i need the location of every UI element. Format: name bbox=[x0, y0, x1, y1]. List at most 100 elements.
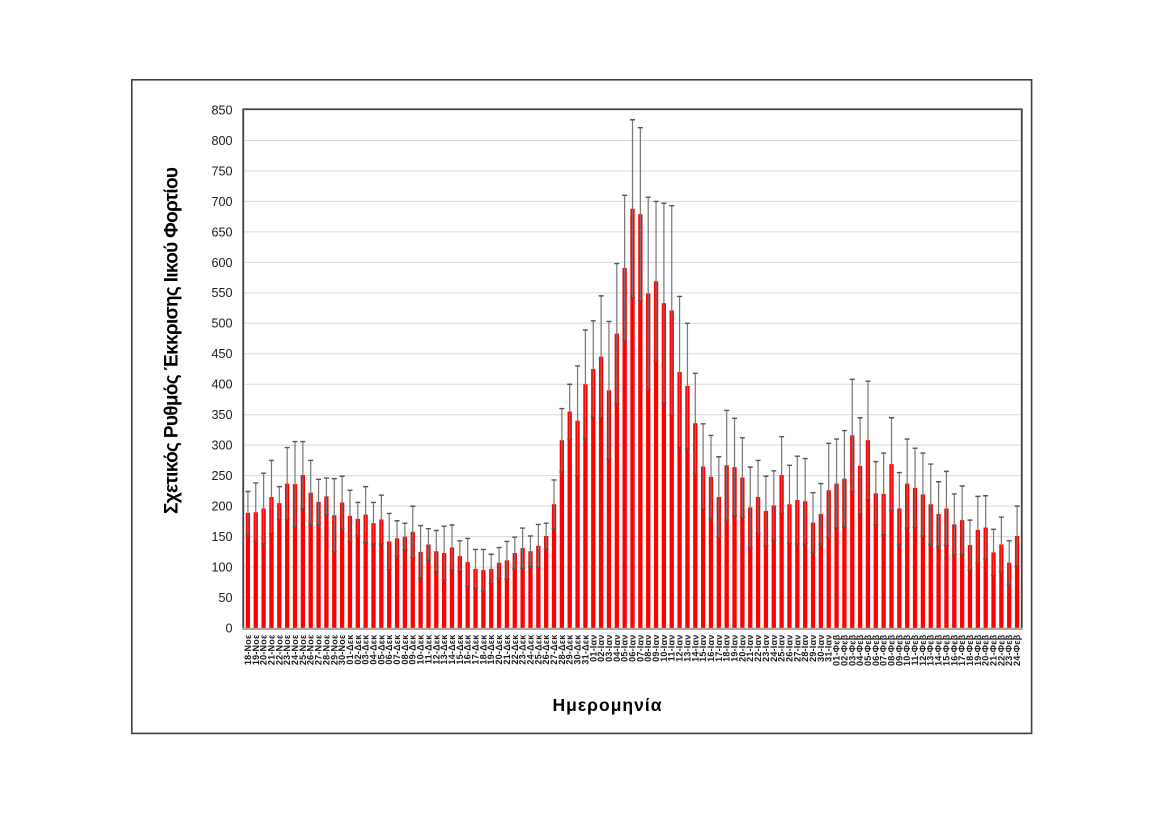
svg-text:100: 100 bbox=[211, 560, 232, 574]
svg-text:600: 600 bbox=[211, 256, 232, 270]
svg-text:850: 850 bbox=[211, 103, 232, 117]
svg-text:10-Ιαν: 10-Ιαν bbox=[659, 635, 669, 662]
svg-text:06-Δεκ: 06-Δεκ bbox=[384, 634, 394, 665]
svg-text:14-Ιαν: 14-Ιαν bbox=[690, 635, 700, 662]
svg-text:02-Φεβ: 02-Φεβ bbox=[839, 634, 849, 666]
svg-text:0: 0 bbox=[225, 621, 232, 635]
svg-text:07-Δεκ: 07-Δεκ bbox=[392, 634, 402, 665]
svg-text:26-Ιαν: 26-Ιαν bbox=[784, 635, 794, 662]
svg-text:18-Νοε: 18-Νοε bbox=[243, 634, 253, 665]
svg-text:13-Ιαν: 13-Ιαν bbox=[682, 635, 692, 662]
svg-text:09-Δεκ: 09-Δεκ bbox=[408, 634, 418, 665]
svg-text:50: 50 bbox=[218, 591, 232, 605]
svg-text:04-Ιαν: 04-Ιαν bbox=[612, 635, 622, 662]
svg-text:14-Φεβ: 14-Φεβ bbox=[934, 634, 944, 666]
svg-text:22-Φεβ: 22-Φεβ bbox=[996, 634, 1006, 666]
svg-text:06-Ιαν: 06-Ιαν bbox=[628, 635, 638, 662]
svg-text:18-Δεκ: 18-Δεκ bbox=[478, 634, 488, 665]
svg-text:28-Ιαν: 28-Ιαν bbox=[800, 635, 810, 662]
svg-text:11-Φεβ: 11-Φεβ bbox=[910, 634, 920, 665]
svg-text:400: 400 bbox=[211, 378, 232, 392]
svg-text:03-Ιαν: 03-Ιαν bbox=[604, 635, 614, 662]
svg-text:12-Φεβ: 12-Φεβ bbox=[918, 634, 928, 666]
svg-text:21-Νοε: 21-Νοε bbox=[266, 634, 276, 665]
svg-text:24-Ιαν: 24-Ιαν bbox=[769, 635, 779, 662]
svg-text:29-Νοε: 29-Νοε bbox=[329, 634, 339, 665]
svg-text:23-Ιαν: 23-Ιαν bbox=[761, 635, 771, 662]
svg-text:200: 200 bbox=[211, 500, 232, 514]
svg-text:21-Ιαν: 21-Ιαν bbox=[745, 635, 755, 662]
svg-text:04-Δεκ: 04-Δεκ bbox=[369, 634, 379, 665]
svg-text:16-Ιαν: 16-Ιαν bbox=[706, 635, 716, 662]
svg-text:05-Φεβ: 05-Φεβ bbox=[863, 634, 873, 666]
svg-text:25-Ιαν: 25-Ιαν bbox=[777, 635, 787, 662]
svg-text:15-Ιαν: 15-Ιαν bbox=[698, 635, 708, 662]
svg-text:27-Νοε: 27-Νοε bbox=[314, 634, 324, 665]
svg-text:10-Φεβ: 10-Φεβ bbox=[902, 634, 912, 666]
svg-text:Ημερομηνία: Ημερομηνία bbox=[553, 695, 662, 715]
svg-text:14-Δεκ: 14-Δεκ bbox=[447, 634, 457, 665]
svg-text:15-Δεκ: 15-Δεκ bbox=[455, 634, 465, 665]
svg-text:17-Δεκ: 17-Δεκ bbox=[471, 634, 481, 665]
svg-text:27-Δεκ: 27-Δεκ bbox=[549, 634, 559, 665]
svg-text:22-Νοε: 22-Νοε bbox=[274, 634, 284, 665]
svg-text:19-Νοε: 19-Νοε bbox=[251, 634, 261, 665]
svg-text:10-Δεκ: 10-Δεκ bbox=[416, 634, 426, 665]
svg-text:22-Ιαν: 22-Ιαν bbox=[753, 635, 763, 662]
svg-text:20-Φεβ: 20-Φεβ bbox=[981, 634, 991, 666]
svg-text:18-Φεβ: 18-Φεβ bbox=[965, 634, 975, 666]
svg-text:16-Φεβ: 16-Φεβ bbox=[949, 634, 959, 666]
svg-text:15-Φεβ: 15-Φεβ bbox=[941, 634, 951, 666]
svg-text:20-Ιαν: 20-Ιαν bbox=[737, 635, 747, 662]
svg-text:23-Δεκ: 23-Δεκ bbox=[518, 634, 528, 665]
svg-text:12-Ιαν: 12-Ιαν bbox=[675, 635, 685, 662]
svg-text:01-Ιαν: 01-Ιαν bbox=[588, 635, 598, 662]
svg-text:23-Νοε: 23-Νοε bbox=[282, 634, 292, 665]
svg-text:25-Δεκ: 25-Δεκ bbox=[533, 634, 543, 665]
svg-text:07-Ιαν: 07-Ιαν bbox=[635, 635, 645, 662]
svg-text:01-Δεκ: 01-Δεκ bbox=[345, 634, 355, 665]
svg-text:28-Νοε: 28-Νοε bbox=[321, 634, 331, 665]
svg-text:29-Ιαν: 29-Ιαν bbox=[808, 635, 818, 662]
svg-text:450: 450 bbox=[211, 347, 232, 361]
svg-text:02-Δεκ: 02-Δεκ bbox=[353, 634, 363, 665]
svg-text:02-Ιαν: 02-Ιαν bbox=[596, 635, 606, 662]
svg-text:16-Δεκ: 16-Δεκ bbox=[463, 634, 473, 665]
svg-text:300: 300 bbox=[211, 439, 232, 453]
svg-text:25-Νοε: 25-Νοε bbox=[298, 634, 308, 665]
svg-text:30-Νοε: 30-Νοε bbox=[337, 634, 347, 665]
svg-text:500: 500 bbox=[211, 317, 232, 331]
svg-text:21-Δεκ: 21-Δεκ bbox=[502, 634, 512, 665]
svg-text:04-Φεβ: 04-Φεβ bbox=[855, 634, 865, 666]
svg-text:250: 250 bbox=[211, 469, 232, 483]
svg-text:22-Δεκ: 22-Δεκ bbox=[510, 634, 520, 665]
svg-text:18-Ιαν: 18-Ιαν bbox=[722, 635, 732, 662]
svg-text:31-Ιαν: 31-Ιαν bbox=[824, 635, 834, 662]
svg-text:08-Δεκ: 08-Δεκ bbox=[400, 634, 410, 665]
svg-text:800: 800 bbox=[211, 134, 232, 148]
svg-text:09-Ιαν: 09-Ιαν bbox=[651, 635, 661, 662]
svg-text:06-Φεβ: 06-Φεβ bbox=[871, 634, 881, 666]
svg-text:550: 550 bbox=[211, 286, 232, 300]
svg-text:24-Φεβ: 24-Φεβ bbox=[1012, 634, 1022, 666]
svg-text:17-Ιαν: 17-Ιαν bbox=[714, 635, 724, 662]
svg-text:Σχετικός Ρυθμός Έκκρισης Ιικού: Σχετικός Ρυθμός Έκκρισης Ιικού Φορτίου bbox=[162, 167, 183, 514]
svg-text:08-Φεβ: 08-Φεβ bbox=[887, 634, 897, 666]
svg-text:13-Δεκ: 13-Δεκ bbox=[439, 634, 449, 665]
svg-text:30-Δεκ: 30-Δεκ bbox=[573, 634, 583, 665]
svg-text:31-Δεκ: 31-Δεκ bbox=[580, 634, 590, 665]
svg-text:30-Ιαν: 30-Ιαν bbox=[816, 635, 826, 662]
svg-text:28-Δεκ: 28-Δεκ bbox=[557, 634, 567, 665]
svg-text:01-Φεβ: 01-Φεβ bbox=[832, 634, 842, 666]
svg-text:26-Δεκ: 26-Δεκ bbox=[541, 634, 551, 665]
svg-text:09-Φεβ: 09-Φεβ bbox=[894, 634, 904, 666]
svg-text:350: 350 bbox=[211, 408, 232, 422]
svg-text:700: 700 bbox=[211, 195, 232, 209]
svg-text:11-Ιαν: 11-Ιαν bbox=[667, 635, 677, 662]
svg-text:17-Φεβ: 17-Φεβ bbox=[957, 634, 967, 666]
svg-text:26-Νοε: 26-Νοε bbox=[306, 634, 316, 665]
svg-text:03-Φεβ: 03-Φεβ bbox=[847, 634, 857, 666]
svg-text:19-Φεβ: 19-Φεβ bbox=[973, 634, 983, 666]
svg-text:07-Φεβ: 07-Φεβ bbox=[879, 634, 889, 666]
svg-text:12-Δεκ: 12-Δεκ bbox=[431, 634, 441, 665]
